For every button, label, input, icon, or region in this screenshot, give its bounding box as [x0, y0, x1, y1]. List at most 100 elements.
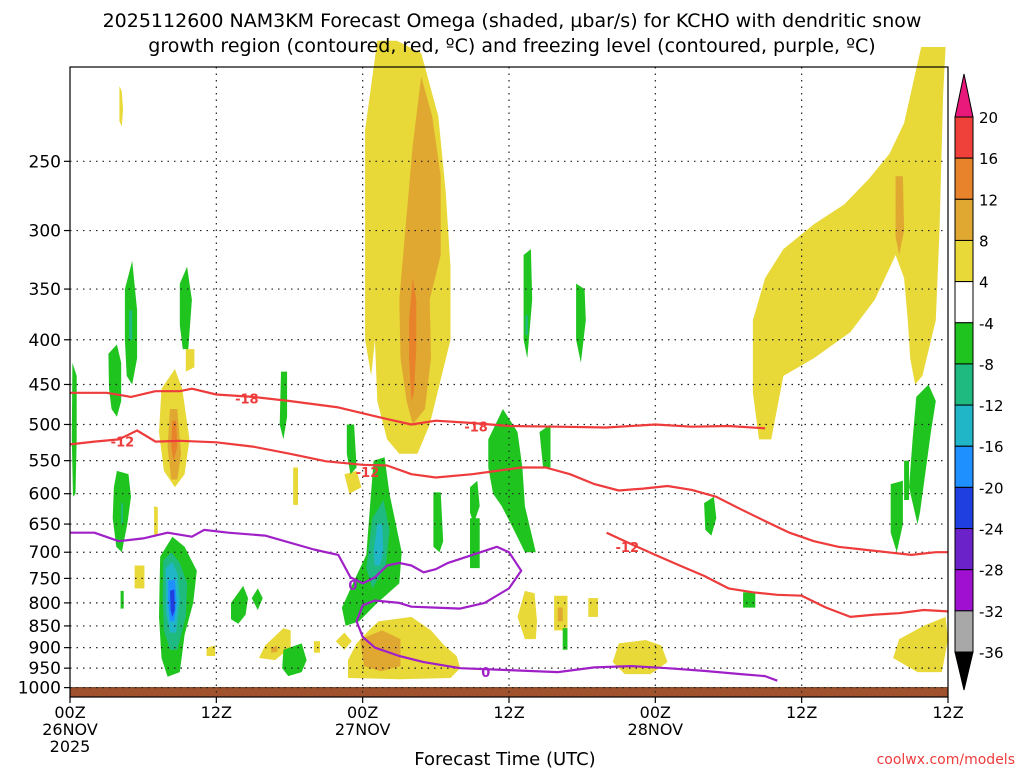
pressure-tick-label: 650: [29, 515, 61, 535]
contour-label: -18: [464, 421, 488, 436]
chart-title-line-2: growth region (contoured, red, ºC) and f…: [148, 35, 875, 57]
colorbar-label: -28: [979, 562, 1004, 580]
omega-region-strong-rise: [409, 278, 417, 401]
colorbar-bin: [954, 569, 974, 612]
colorbar-label: -12: [979, 397, 1004, 415]
omega-region-moderate-rise: [557, 607, 563, 622]
omega-region-weak-rise: [344, 470, 362, 494]
pressure-tick-label: 600: [29, 485, 61, 505]
pressure-tick-label: 950: [29, 659, 61, 679]
colorbar-label: 16: [979, 150, 998, 168]
colorbar-bin: [954, 486, 974, 530]
contour-label: -18: [235, 393, 259, 408]
time-tick-label: 12Z: [493, 703, 524, 722]
omega-region-weak-sink: [562, 628, 568, 650]
omega-region-weak-sink: [282, 643, 307, 677]
credit-text: coolwx.com/models: [877, 752, 1015, 768]
pressure-tick-label: 350: [29, 280, 61, 300]
x-axis-label: Forecast Time (UTC): [414, 749, 595, 768]
omega-region-weak-sink: [251, 588, 263, 610]
omega-region-weak-rise: [119, 86, 123, 127]
colorbar-label: 4: [979, 274, 989, 292]
time-tick-label: 27NOV: [335, 720, 391, 739]
contour-line: [70, 528, 778, 682]
omega-region-weak-sink: [179, 266, 192, 350]
omega-region-weak-sink: [576, 283, 586, 363]
omega-region-weak-sink: [346, 424, 357, 475]
colorbar-label: -4: [979, 315, 994, 333]
colorbar-bin: [954, 363, 974, 406]
colorbar-label: 20: [979, 109, 998, 127]
pressure-axis: 2503003504004505005506006507007508008509…: [18, 152, 70, 699]
contour-line: [606, 531, 949, 619]
time-tick-label: 26NOV: [42, 720, 98, 739]
omega-region-weak-sink: [231, 585, 248, 624]
contour-label: 0: [481, 666, 490, 681]
pressure-tick-label: 300: [29, 222, 61, 242]
time-tick-label: 2025: [50, 737, 91, 756]
omega-region-moderate-rise: [895, 176, 905, 255]
colorbar-bin: [954, 610, 974, 653]
colorbar-bin: [954, 239, 974, 283]
pressure-tick-label: 700: [29, 543, 61, 563]
omega-region-moderate-sink: [129, 310, 133, 340]
colorbar-label: -16: [979, 438, 1004, 456]
colorbar-bin: [954, 157, 974, 200]
omega-region-weak-rise: [335, 632, 352, 650]
time-tick-label: 28NOV: [628, 720, 684, 739]
contour-line: [70, 387, 766, 430]
omega-region-weak-rise: [293, 467, 298, 505]
omega-region-strong-sink: [373, 524, 384, 566]
pressure-tick-label: 750: [29, 569, 61, 589]
colorbar-bin: [954, 445, 974, 488]
omega-region-weak-rise: [313, 641, 320, 653]
omega-region-moderate-sink: [525, 315, 528, 335]
chart-title-line-1: 2025112600 NAM3KM Forecast Omega (shaded…: [103, 10, 922, 32]
omega-region-max-sink: [170, 589, 175, 617]
colorbar-label: -20: [979, 479, 1004, 497]
colorbar-label: -24: [979, 521, 1004, 539]
omega-region-moderate-sink: [121, 503, 123, 525]
colorbar-label: 12: [979, 191, 998, 209]
contour-line: [69, 429, 948, 557]
contour-label: -12: [111, 436, 135, 451]
pressure-tick-label: 400: [29, 331, 61, 351]
omega-region-weak-sink: [433, 492, 444, 553]
omega-region-weak-sink: [120, 590, 124, 609]
colorbar-label: -8: [979, 356, 994, 374]
time-tick-label: 00Z: [54, 703, 85, 722]
omega-region-weak-rise: [154, 506, 158, 535]
omega-region-weak-sink: [904, 460, 909, 500]
omega-region-weak-rise: [893, 616, 948, 673]
pressure-tick-label: 500: [29, 415, 61, 435]
time-tick-label: 00Z: [640, 703, 671, 722]
colorbar-bottom-arrow: [954, 651, 974, 691]
colorbar-bin: [954, 404, 974, 447]
pressure-tick-label: 850: [29, 617, 61, 637]
grid-lines: [70, 67, 948, 697]
time-tick-label: 12Z: [201, 703, 232, 722]
pressure-tick-label: 800: [29, 594, 61, 614]
omega-region-weak-rise: [588, 598, 598, 617]
omega-region-weak-sink: [743, 592, 756, 608]
pressure-tick-label: 250: [29, 152, 61, 172]
colorbar-bin: [954, 198, 974, 241]
omega-region-weak-rise: [185, 349, 195, 372]
time-tick-label: 12Z: [786, 703, 817, 722]
omega-region-weak-sink: [539, 424, 551, 468]
omega-region-weak-sink: [279, 371, 288, 440]
time-tick-label: 00Z: [347, 703, 378, 722]
colorbar-bin: [954, 528, 974, 571]
colorbar-label: -36: [979, 644, 1004, 662]
omega-region-moderate-rise: [360, 630, 401, 672]
colorbar-label: 8: [979, 232, 989, 250]
omega-region-weak-sink: [108, 344, 122, 417]
colorbar-bin: [954, 281, 974, 324]
omega-region-weak-sink: [488, 409, 536, 553]
colorbar-top-arrow: [954, 73, 974, 118]
omega-region-weak-sink: [909, 384, 936, 525]
